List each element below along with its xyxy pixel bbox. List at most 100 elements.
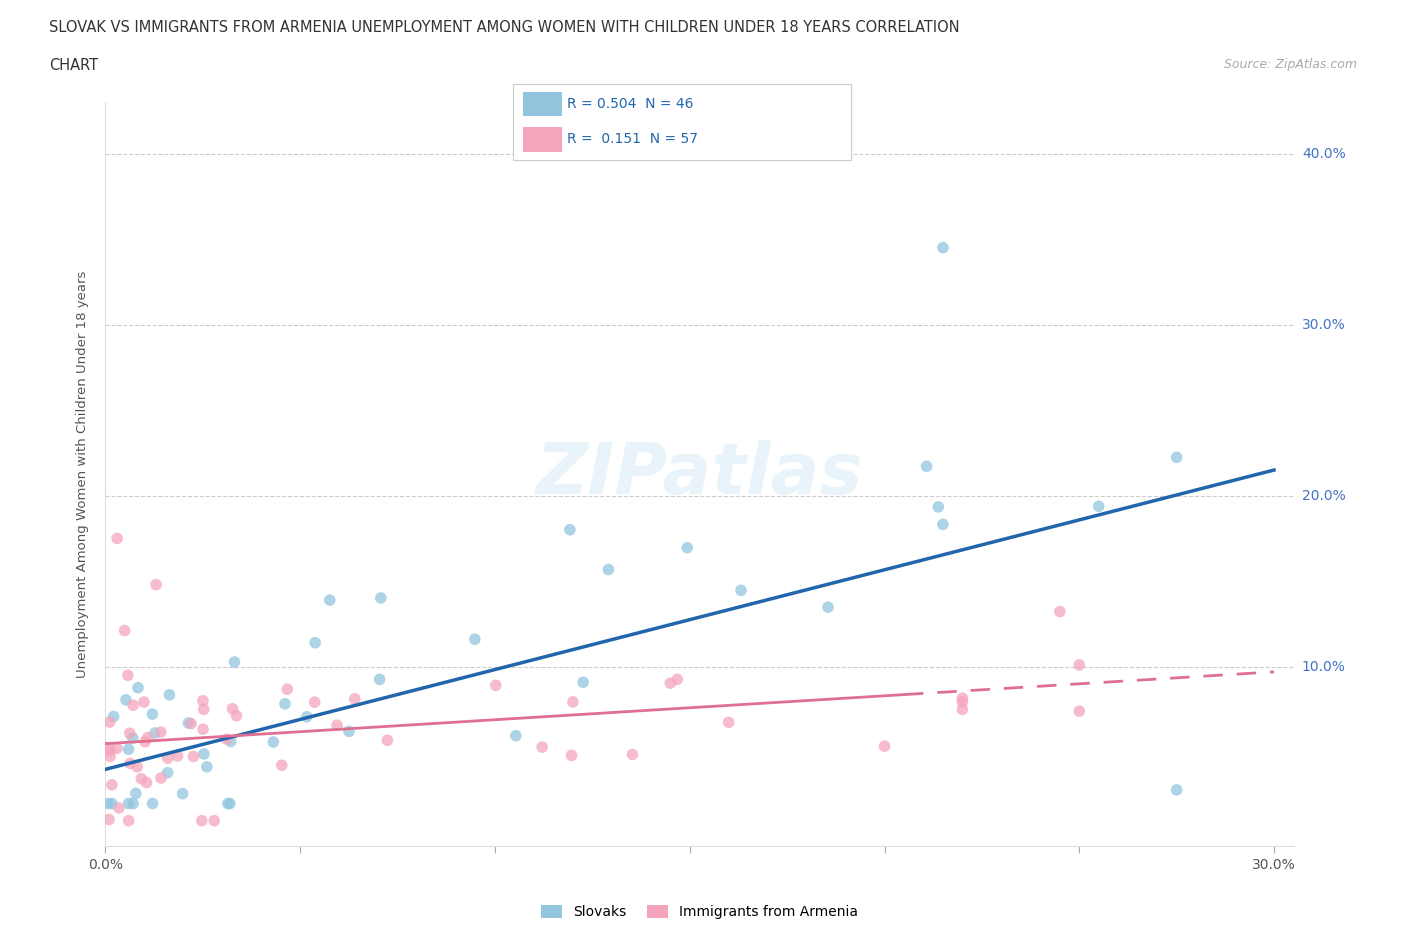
Point bbox=[122, 796, 145, 811]
Point bbox=[117, 742, 139, 757]
Point bbox=[1069, 658, 1091, 672]
Point bbox=[97, 740, 120, 755]
Point bbox=[370, 591, 392, 605]
Point bbox=[1166, 782, 1188, 797]
Point bbox=[98, 743, 121, 758]
Point bbox=[464, 631, 486, 646]
Point bbox=[817, 600, 839, 615]
Point bbox=[270, 758, 292, 773]
Point bbox=[262, 735, 284, 750]
Point bbox=[717, 715, 740, 730]
Point bbox=[134, 735, 156, 750]
Point bbox=[927, 499, 949, 514]
Point bbox=[117, 813, 139, 828]
Point bbox=[561, 695, 583, 710]
Text: 10.0%: 10.0% bbox=[1302, 659, 1346, 673]
Point bbox=[368, 671, 391, 686]
Legend: Slovaks, Immigrants from Armenia: Slovaks, Immigrants from Armenia bbox=[536, 900, 863, 925]
Point bbox=[485, 678, 508, 693]
Point bbox=[105, 741, 128, 756]
Point bbox=[136, 730, 159, 745]
Point bbox=[114, 623, 136, 638]
Point bbox=[172, 786, 194, 801]
Point bbox=[103, 709, 125, 724]
Point bbox=[122, 698, 145, 712]
Point bbox=[932, 240, 955, 255]
Point bbox=[156, 765, 179, 780]
Point bbox=[98, 749, 121, 764]
Text: Source: ZipAtlas.com: Source: ZipAtlas.com bbox=[1223, 58, 1357, 71]
Point bbox=[873, 738, 896, 753]
Point bbox=[135, 776, 157, 790]
Text: SLOVAK VS IMMIGRANTS FROM ARMENIA UNEMPLOYMENT AMONG WOMEN WITH CHILDREN UNDER 1: SLOVAK VS IMMIGRANTS FROM ARMENIA UNEMPL… bbox=[49, 20, 960, 35]
Point bbox=[166, 749, 188, 764]
Point bbox=[217, 796, 239, 811]
Point bbox=[304, 695, 326, 710]
Point bbox=[572, 675, 595, 690]
Point bbox=[952, 691, 974, 706]
Point bbox=[120, 756, 142, 771]
Text: R = 0.504  N = 46: R = 0.504 N = 46 bbox=[567, 98, 693, 112]
Point bbox=[1166, 450, 1188, 465]
Point bbox=[180, 716, 202, 731]
Point bbox=[730, 583, 752, 598]
Point bbox=[121, 731, 143, 746]
Text: 20.0%: 20.0% bbox=[1302, 488, 1346, 503]
Point bbox=[202, 813, 225, 828]
Point bbox=[1087, 498, 1109, 513]
Point bbox=[183, 749, 205, 764]
Point bbox=[219, 796, 242, 811]
Point bbox=[142, 796, 165, 811]
Text: 40.0%: 40.0% bbox=[1302, 147, 1346, 161]
Point bbox=[149, 771, 172, 786]
Point bbox=[191, 722, 214, 737]
Point bbox=[558, 523, 581, 538]
Point bbox=[105, 531, 128, 546]
Point bbox=[676, 540, 699, 555]
Point bbox=[666, 672, 689, 687]
Text: 30.0%: 30.0% bbox=[1302, 318, 1346, 332]
Text: R =  0.151  N = 57: R = 0.151 N = 57 bbox=[567, 132, 699, 146]
Point bbox=[215, 732, 238, 747]
Point bbox=[193, 702, 215, 717]
Point bbox=[101, 777, 124, 792]
Point bbox=[221, 701, 243, 716]
Point bbox=[149, 724, 172, 739]
Point bbox=[952, 702, 974, 717]
Point bbox=[145, 578, 167, 592]
Point bbox=[343, 691, 366, 706]
Point bbox=[621, 747, 644, 762]
Point bbox=[159, 687, 181, 702]
Point bbox=[127, 680, 149, 695]
Point bbox=[191, 694, 214, 709]
FancyBboxPatch shape bbox=[523, 92, 562, 116]
Point bbox=[132, 695, 155, 710]
Point bbox=[295, 710, 318, 724]
Point bbox=[304, 635, 326, 650]
Point bbox=[915, 458, 938, 473]
Point bbox=[156, 751, 179, 765]
Point bbox=[1069, 704, 1091, 719]
Point bbox=[505, 728, 527, 743]
Point bbox=[117, 668, 139, 683]
Point bbox=[143, 725, 166, 740]
Point bbox=[219, 734, 242, 749]
Point bbox=[115, 692, 138, 707]
Point bbox=[1049, 604, 1071, 619]
Point bbox=[177, 715, 200, 730]
Text: ZIPatlas: ZIPatlas bbox=[536, 440, 863, 509]
Point bbox=[319, 592, 342, 607]
Y-axis label: Unemployment Among Women with Children Under 18 years: Unemployment Among Women with Children U… bbox=[76, 271, 90, 678]
Point bbox=[932, 517, 955, 532]
Point bbox=[952, 695, 974, 710]
Point bbox=[117, 796, 139, 811]
Point bbox=[118, 725, 141, 740]
Point bbox=[276, 682, 298, 697]
Point bbox=[127, 760, 149, 775]
Point bbox=[141, 707, 163, 722]
FancyBboxPatch shape bbox=[523, 127, 562, 152]
Point bbox=[98, 812, 121, 827]
Point bbox=[131, 771, 153, 786]
Point bbox=[561, 748, 583, 763]
Point bbox=[225, 709, 247, 724]
